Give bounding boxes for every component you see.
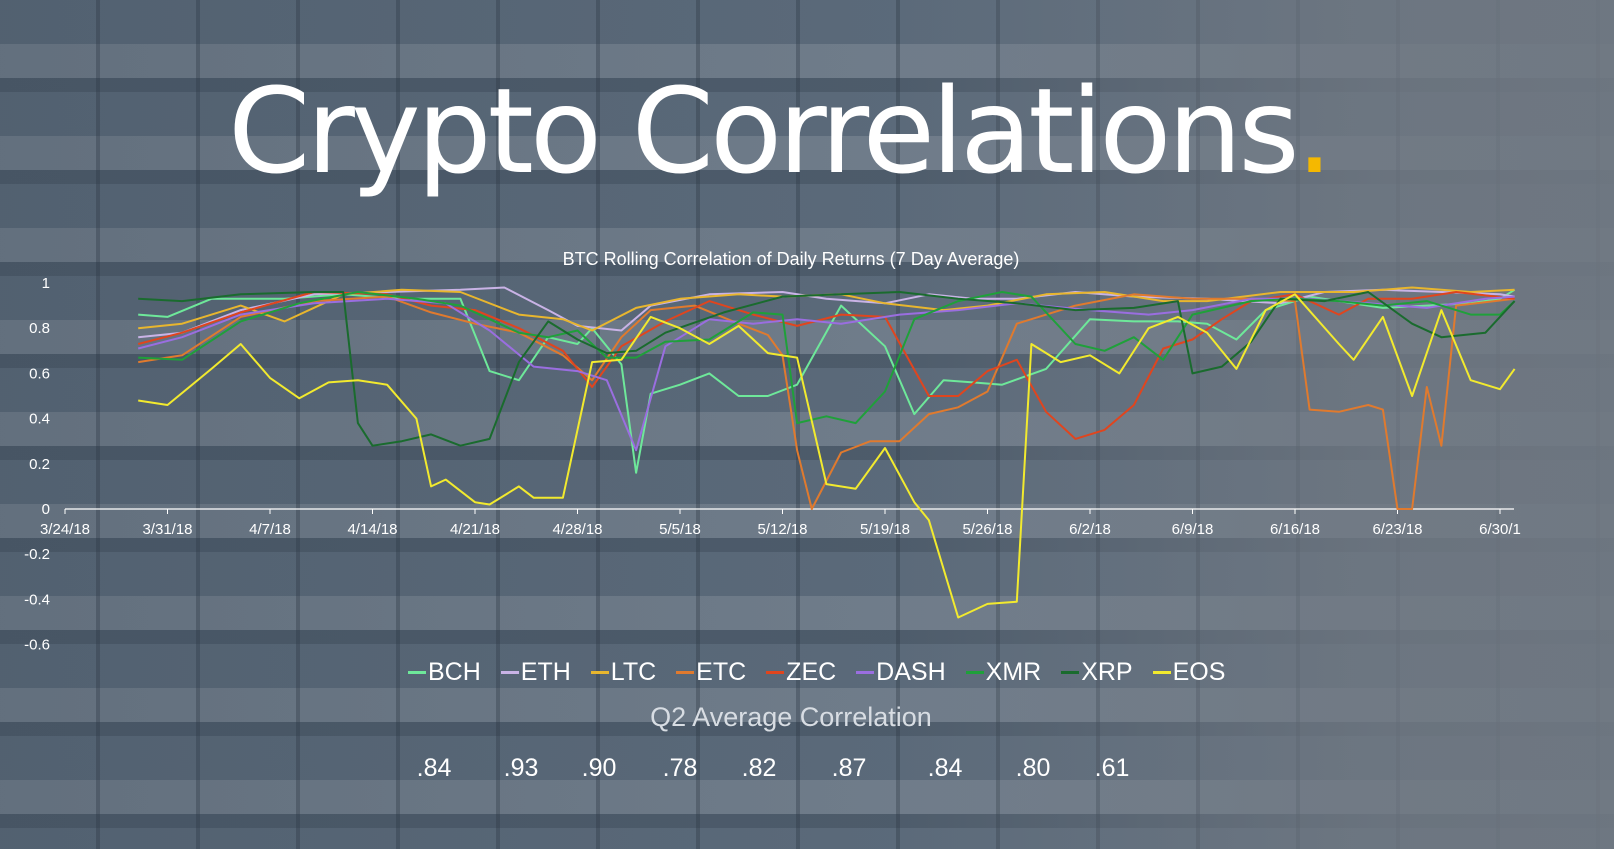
series-line-eth <box>138 286 1515 339</box>
x-tick-label: 6/2/18 <box>1069 521 1111 538</box>
legend-item-eth: ETH <box>500 658 571 687</box>
x-tick-label: 3/31/18 <box>142 521 192 538</box>
series-line-eos <box>138 293 1516 619</box>
y-tick-label: 0.4 <box>29 411 50 428</box>
legend-swatch <box>766 671 785 674</box>
page-title: Crypto Correlations. <box>228 62 1333 200</box>
legend-swatch <box>965 671 984 674</box>
x-tick-label: 6/30/1 <box>1479 521 1521 538</box>
legend-swatch <box>590 671 609 674</box>
average-value-eos: .61 <box>1094 754 1130 782</box>
average-value-xrp: .80 <box>1015 754 1051 782</box>
x-tick-label: 4/28/18 <box>552 521 602 538</box>
average-value-zec: .82 <box>741 754 777 782</box>
legend-item-etc: ETC <box>676 658 746 687</box>
series-line-etc <box>138 293 1515 510</box>
average-correlation-heading: Q2 Average Correlation <box>650 702 932 732</box>
chart-title: BTC Rolling Correlation of Daily Returns… <box>562 249 1020 269</box>
x-tick-label: 6/16/18 <box>1270 521 1320 538</box>
y-tick-label: -0.6 <box>24 637 50 654</box>
average-value-etc: .78 <box>662 754 698 782</box>
legend-label: XRP <box>1081 658 1133 686</box>
x-tick-label: 6/9/18 <box>1172 521 1214 538</box>
legend-label: ZEC <box>786 658 837 686</box>
legend-swatch <box>408 671 426 674</box>
legend-label: ETC <box>696 658 747 686</box>
x-tick-label: 5/5/18 <box>659 521 701 538</box>
average-value-bch: .84 <box>416 754 452 782</box>
average-value-ltc: .90 <box>581 754 617 782</box>
title-accent-dot: . <box>1295 62 1333 200</box>
legend-swatch <box>1061 671 1080 674</box>
legend-swatch <box>856 671 875 674</box>
series-line-xrp <box>138 291 1516 447</box>
legend-item-ltc: LTC <box>590 658 657 687</box>
x-tick-label: 3/24/18 <box>40 521 90 538</box>
y-tick-label: 0.2 <box>29 456 50 473</box>
x-tick-label: 5/19/18 <box>860 521 910 538</box>
average-value-eth: .93 <box>503 754 539 782</box>
legend-item-dash: DASH <box>856 658 946 687</box>
legend-item-bch: BCH <box>408 658 481 687</box>
legend-swatch <box>1152 671 1171 674</box>
legend-item-eos: EOS <box>1152 658 1226 687</box>
x-tick-label: 5/12/18 <box>757 521 807 538</box>
legend-item-zec: ZEC <box>766 658 836 687</box>
x-tick-label: 4/21/18 <box>450 521 500 538</box>
y-tick-label: 0.8 <box>29 320 50 337</box>
y-tick-label: -0.2 <box>24 546 50 563</box>
average-value-dash: .87 <box>831 754 867 782</box>
y-tick-label: 1 <box>42 275 50 292</box>
average-correlation-values: .84 .93 .90 .78 .82 .87 .84 .80 .61 <box>0 754 1614 794</box>
legend-swatch <box>500 671 519 674</box>
y-tick-label: -0.4 <box>24 591 50 608</box>
x-tick-label: 4/14/18 <box>347 521 397 538</box>
y-tick-label: 0 <box>42 501 50 518</box>
y-tick-label: 0.6 <box>29 365 50 382</box>
legend-label: DASH <box>876 658 946 686</box>
x-tick-label: 4/7/18 <box>249 521 291 538</box>
series-line-dash <box>137 295 1515 452</box>
average-value-xmr: .84 <box>927 754 963 782</box>
legend-label: EOS <box>1172 658 1226 686</box>
legend-label: ETH <box>520 658 571 686</box>
x-tick-label: 5/26/18 <box>962 521 1012 538</box>
chart-legend: BCH ETH LTC ETC ZEC DASH XMR XRP EOS <box>408 658 1225 687</box>
x-tick-label: 6/23/18 <box>1372 521 1422 538</box>
legend-label: XMR <box>985 658 1042 686</box>
series-line-bch <box>138 288 1516 474</box>
legend-label: BCH <box>428 658 481 686</box>
legend-label: LTC <box>610 658 657 686</box>
legend-swatch <box>676 671 695 674</box>
legend-item-xmr: XMR <box>965 658 1042 687</box>
legend-item-xrp: XRP <box>1061 658 1133 687</box>
